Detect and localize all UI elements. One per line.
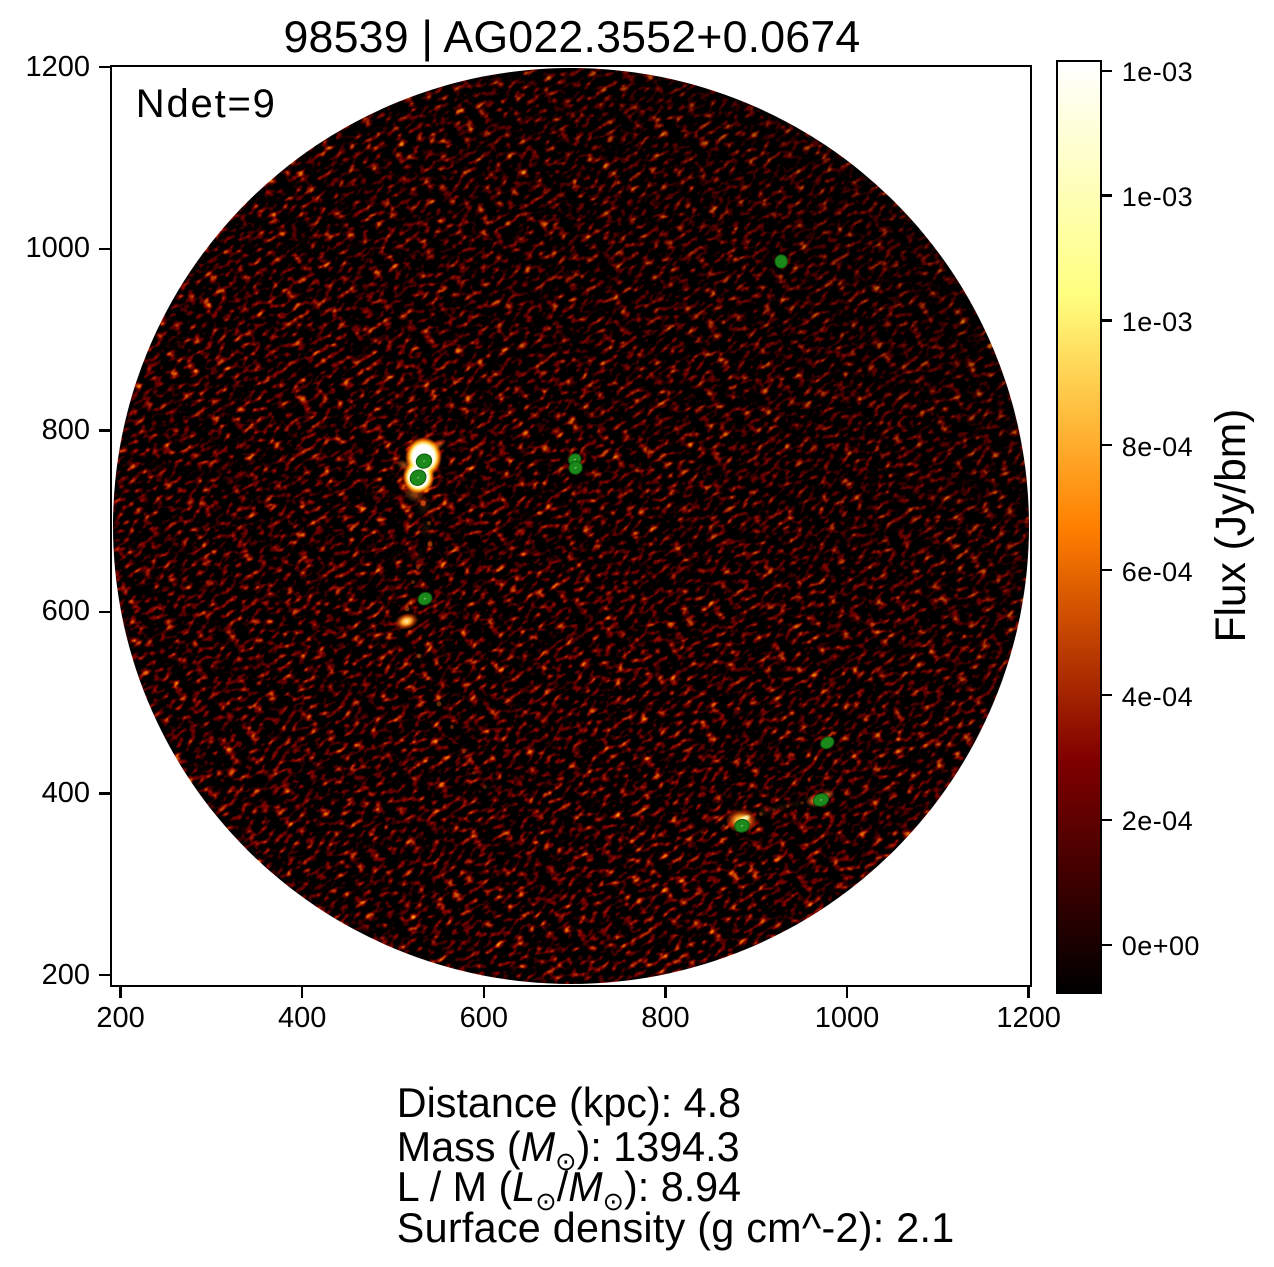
- svg-text:Flux (Jy/bm): Flux (Jy/bm): [1208, 409, 1255, 643]
